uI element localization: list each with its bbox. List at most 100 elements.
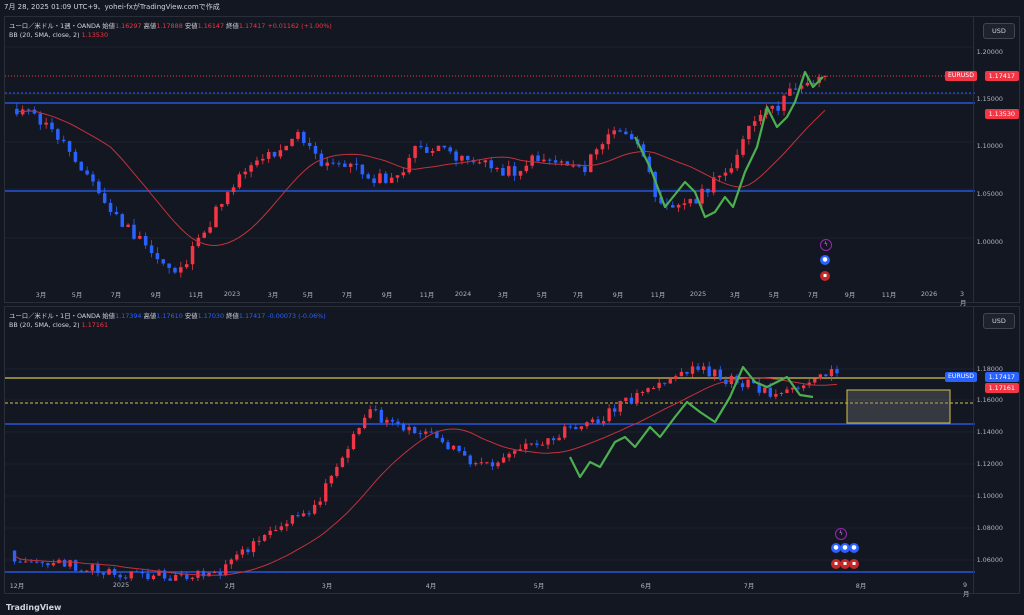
candle-body (174, 574, 178, 581)
candle-body (682, 203, 687, 205)
candle-body (38, 113, 43, 125)
y-label: 1.14000 (976, 428, 1003, 436)
high-value: 1.17610 (156, 312, 183, 320)
daily-price-plot[interactable] (5, 307, 975, 581)
candle-body (18, 561, 22, 563)
candle-body (201, 570, 206, 577)
low-label: 安値 (184, 22, 198, 30)
candle-body (613, 408, 617, 412)
tradingview-logo[interactable]: TradingView (6, 603, 61, 612)
candle-body (824, 374, 828, 377)
us-flag-icon[interactable]: ▪ (820, 271, 830, 281)
last-price-tag: 1.17417 (984, 372, 1019, 382)
daily-chart-pane[interactable]: ユーロ／米ドル・1日・OANDA 始値1.17394 高値1.17610 安値1… (4, 306, 1020, 598)
eu-flag-icon[interactable]: ● (849, 543, 859, 553)
x-tick-label: 11月 (650, 291, 666, 299)
eu-flag-icon[interactable]: ● (840, 543, 850, 553)
weekly-chart-pane[interactable]: ユーロ／米ドル・1週・OANDA 始値1.16297 高値1.17888 安値1… (4, 16, 1020, 307)
x-tick-label: 9月 (844, 291, 856, 299)
time-axis[interactable]: 12月 2025 2月 3月 4月 5月 6月 7月 8月 9月 (5, 579, 975, 598)
candle-body (40, 562, 45, 564)
time-axis[interactable]: 3月 5月 7月 9月 11月 2023 3月 5月 7月 9月 11月 2024 3月 5月 7月 9月 11… (5, 288, 975, 307)
candle-body (168, 578, 172, 581)
candle-body (114, 211, 119, 215)
candle-body (85, 570, 89, 572)
candle-body (741, 139, 745, 155)
x-tick-label: 5月 (533, 582, 545, 590)
candle-body (302, 131, 306, 143)
x-tick-label: 5月 (302, 291, 314, 299)
x-tick-label: 2月 (224, 582, 236, 590)
candle-body (97, 181, 101, 194)
y-label: 1.18000 (976, 365, 1003, 373)
candle-body (536, 155, 540, 162)
candle-body (374, 409, 378, 411)
candle-body (407, 157, 411, 173)
candle-body (629, 134, 634, 140)
us-flag-icon[interactable]: ▪ (840, 559, 850, 569)
y-label: 1.10000 (976, 492, 1003, 500)
candle-body (184, 264, 189, 268)
candle-body (419, 146, 423, 148)
candle-body (79, 161, 84, 171)
x-tick-label: 9月 (381, 291, 393, 299)
candle-body (629, 397, 634, 404)
x-tick-label: 7月 (743, 582, 755, 590)
last-price-tag: 1.17417 (984, 71, 1019, 81)
bb-value: 1.17161 (81, 321, 109, 329)
candle-body (50, 122, 54, 130)
open-label: 始値 (102, 22, 116, 30)
x-tick-label: 2023 (223, 290, 241, 298)
eu-flag-icon[interactable]: ● (831, 543, 841, 553)
y-label: 1.08000 (976, 524, 1003, 532)
bb-legend[interactable]: BB (20, SMA, close, 2) 1.17161 (9, 321, 108, 329)
high-label: 高値 (143, 312, 157, 320)
symbol-title: ユーロ／米ドル・1週・OANDA (9, 22, 101, 30)
candle-body (559, 161, 564, 163)
candle-body (635, 392, 639, 404)
candle-body (354, 163, 359, 165)
candle-body (548, 159, 552, 161)
lightning-icon[interactable]: ϟ (820, 239, 832, 251)
x-tick-label: 5月 (768, 291, 780, 299)
weekly-price-plot[interactable] (5, 17, 975, 290)
price-axis[interactable]: USD 1.18000 1.16000 1.14000 1.12000 1.10… (973, 307, 1019, 593)
candle-body (535, 443, 539, 445)
lightning-icon[interactable]: ϟ (835, 528, 847, 540)
bb-legend[interactable]: BB (20, SMA, close, 2) 1.13530 (9, 31, 108, 39)
candle-body (167, 263, 171, 268)
candle-body (324, 483, 328, 502)
candle-body (296, 131, 300, 139)
high-value: 1.17888 (156, 22, 183, 30)
candle-body (290, 515, 295, 524)
candle-body (257, 540, 261, 542)
y-label: 1.16000 (976, 396, 1003, 404)
currency-button[interactable]: USD (983, 23, 1015, 39)
candle-body (379, 409, 383, 423)
candle-body (301, 513, 306, 517)
candle-body (563, 426, 567, 438)
low-value: 1.16147 (197, 22, 225, 30)
candle-body (146, 573, 150, 580)
candle-body (155, 253, 160, 260)
candle-body (468, 455, 472, 465)
x-tick-label: 9月 (963, 581, 970, 598)
x-tick-label: 3月 (267, 291, 279, 299)
y-label: 1.00000 (976, 238, 1003, 246)
price-axis[interactable]: USD 1.20000 1.15000 1.10000 1.05000 1.00… (973, 17, 1019, 302)
x-tick-label: 8月 (855, 582, 867, 590)
candle-body (318, 501, 322, 505)
candle-body (29, 561, 33, 563)
currency-button[interactable]: USD (983, 313, 1015, 329)
candle-body (360, 164, 365, 175)
us-flag-icon[interactable]: ▪ (831, 559, 841, 569)
candle-body (337, 163, 341, 165)
candle-body (368, 409, 372, 418)
us-flag-icon[interactable]: ▪ (849, 559, 859, 569)
x-tick-label: 7月 (807, 291, 819, 299)
candle-body (805, 82, 810, 86)
candle-body (676, 204, 681, 208)
candle-body (24, 561, 28, 563)
candle-body (489, 160, 493, 169)
eu-flag-icon[interactable]: ● (820, 255, 830, 265)
